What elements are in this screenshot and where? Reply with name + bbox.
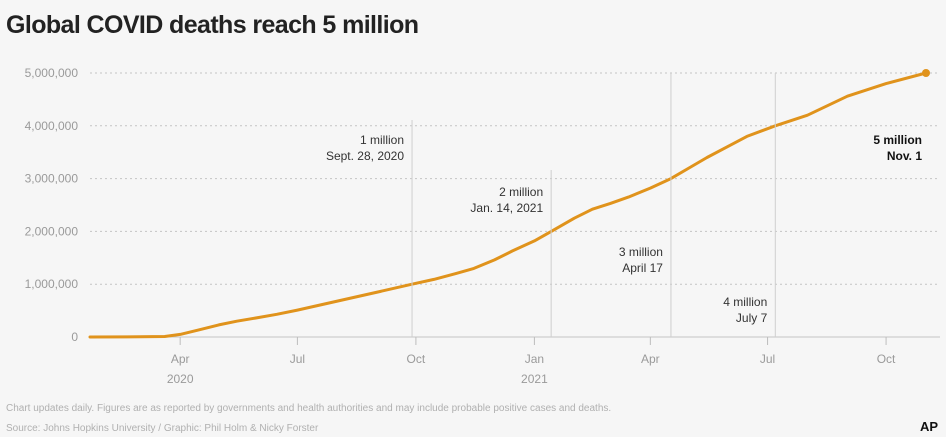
annotation-milestone: 4 million (723, 295, 767, 309)
x-tick-year-label: 2020 (167, 372, 194, 386)
annotation-date: July 7 (736, 311, 768, 325)
y-tick-label: 0 (71, 330, 78, 344)
annotation-milestone: 2 million (499, 185, 543, 199)
series-line-deaths (88, 71, 928, 339)
y-tick-label: 4,000,000 (25, 119, 79, 133)
chart-source: Source: Johns Hopkins University / Graph… (6, 423, 319, 434)
y-tick-label: 3,000,000 (25, 172, 79, 186)
annotation-date: April 17 (622, 261, 663, 275)
annotation-date: Nov. 1 (887, 149, 922, 163)
x-tick-label: Jan (525, 352, 544, 366)
x-tick-label: Jul (290, 352, 305, 366)
grid-layer (90, 72, 940, 338)
x-tick-label: Apr (641, 352, 660, 366)
x-tick-year-label: 2021 (521, 372, 548, 386)
annotation-layer: 1 million Sept. 28, 2020 2 million Jan. 14,… (326, 73, 922, 337)
axis-layer: 0 1,000,000 2,000,000 3,000,000 4,000,000 5,0… (25, 66, 896, 386)
series-layer (88, 69, 930, 339)
chart-note: Chart updates daily. Figures are as repo… (6, 403, 611, 414)
y-tick-label: 2,000,000 (25, 224, 79, 238)
chart-title: Global COVID deaths reach 5 million (6, 11, 418, 39)
y-tick-label: 5,000,000 (25, 66, 79, 80)
annotation-milestone: 1 million (360, 133, 404, 147)
annotation-milestone: 5 million (873, 133, 922, 147)
x-tick-label: Apr (171, 352, 190, 366)
annotation-date: Sept. 28, 2020 (326, 149, 404, 163)
x-tick-label: Oct (407, 352, 426, 366)
annotation-date: Jan. 14, 2021 (470, 201, 543, 215)
series-endpoint-marker (922, 69, 930, 77)
ap-logo: AP (920, 419, 938, 434)
annotation-milestone: 3 million (619, 245, 663, 259)
y-tick-label: 1,000,000 (25, 277, 79, 291)
x-tick-label: Oct (877, 352, 896, 366)
x-tick-label: Jul (760, 352, 775, 366)
